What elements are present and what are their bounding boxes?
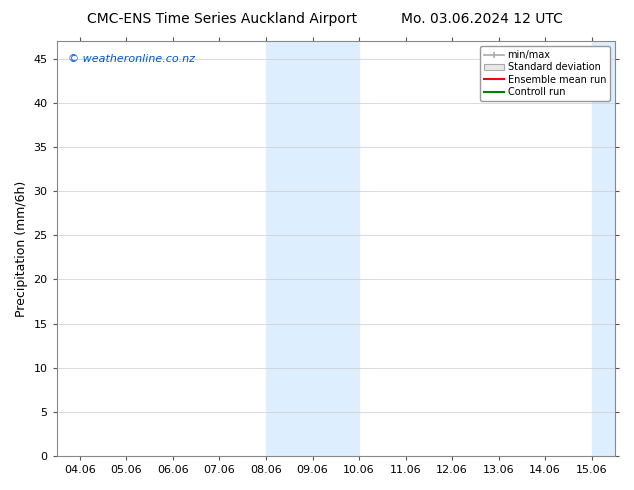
Y-axis label: Precipitation (mm/6h): Precipitation (mm/6h) xyxy=(15,180,28,317)
Text: CMC-ENS Time Series Auckland Airport: CMC-ENS Time Series Auckland Airport xyxy=(87,12,357,26)
Text: © weatheronline.co.nz: © weatheronline.co.nz xyxy=(68,54,195,64)
Text: Mo. 03.06.2024 12 UTC: Mo. 03.06.2024 12 UTC xyxy=(401,12,563,26)
Bar xyxy=(266,41,359,456)
Legend: min/max, Standard deviation, Ensemble mean run, Controll run: min/max, Standard deviation, Ensemble me… xyxy=(481,46,610,101)
Bar xyxy=(592,41,634,456)
